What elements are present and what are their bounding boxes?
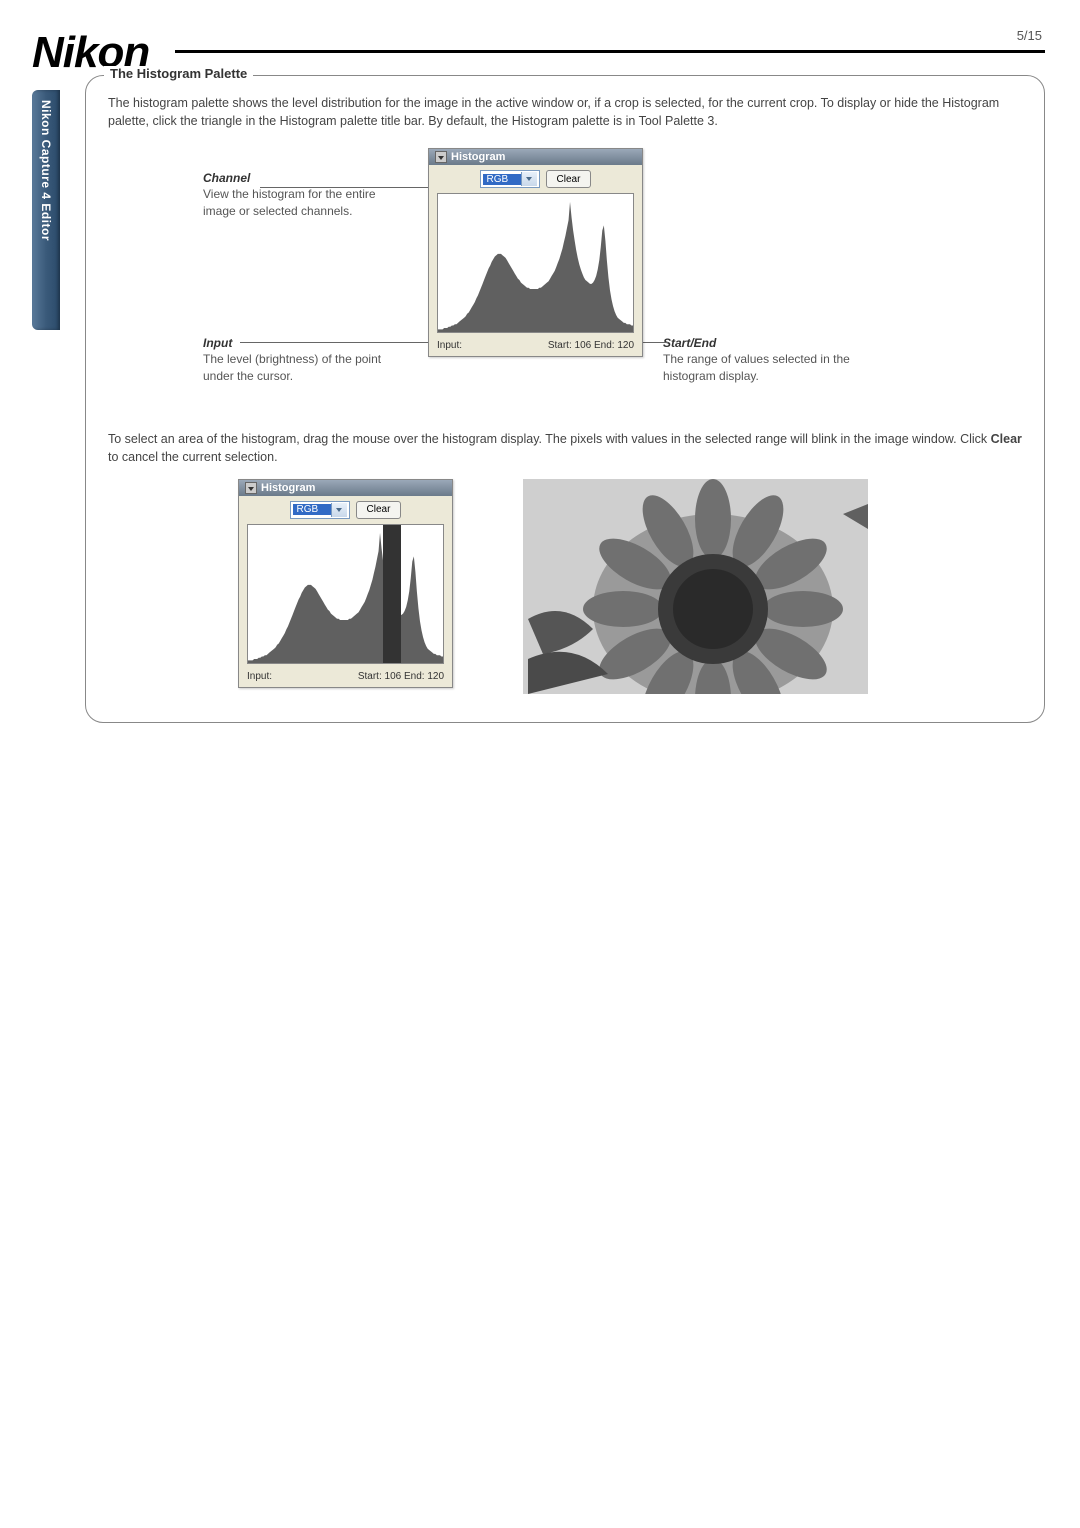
startend-label: Start/End The range of values selected i… (663, 335, 873, 384)
status-input: Input: (437, 340, 462, 351)
channel-select[interactable]: RGB (480, 170, 540, 188)
status-range-2: Start: 106 End: 120 (358, 671, 444, 682)
side-tab: Nikon Capture 4 Editor (32, 90, 60, 330)
status-input-2: Input: (247, 671, 272, 682)
header-rule (175, 50, 1045, 53)
histogram-palette-box: The Histogram Palette The histogram pale… (85, 75, 1045, 723)
status-range: Start: 106 End: 120 (548, 340, 634, 351)
histogram-canvas-2[interactable] (247, 524, 444, 664)
clear-button-2[interactable]: Clear (356, 501, 402, 519)
histogram-svg-1 (438, 194, 633, 332)
histogram-controls-2: RGB Clear (239, 496, 452, 522)
dropdown-arrow-icon[interactable] (521, 172, 537, 186)
sunflower-svg (523, 479, 868, 694)
channel-select-value-2: RGB (293, 504, 331, 515)
channel-select-value: RGB (483, 174, 521, 185)
histogram-window-2: Histogram RGB Clear Input: Start: 106 En… (238, 479, 453, 688)
histogram-status-2: Input: Start: 106 End: 120 (239, 668, 452, 687)
select-instruction: To select an area of the histogram, drag… (108, 430, 1022, 466)
input-callout-line (240, 342, 450, 343)
histogram-svg-2 (248, 525, 443, 663)
histogram-window-1: Histogram RGB Clear Input: Start: 106 En… (428, 148, 643, 357)
histogram-window-title: Histogram (451, 151, 505, 163)
dropdown-arrow-icon-2[interactable] (331, 503, 347, 517)
collapse-triangle-icon-2[interactable] (245, 482, 257, 494)
para2-lead: To select an area of the histogram, drag… (108, 432, 991, 446)
side-tab-label: Nikon Capture 4 Editor (39, 100, 53, 241)
channel-label-title: Channel (203, 170, 403, 186)
histogram-titlebar-2[interactable]: Histogram (239, 480, 452, 496)
startend-label-body: The range of values selected in the hist… (663, 352, 850, 382)
histogram-canvas-1[interactable] (437, 193, 634, 333)
input-label-title: Input (203, 335, 403, 351)
startend-label-title: Start/End (663, 335, 873, 351)
sample-image (523, 479, 868, 694)
histogram-status: Input: Start: 106 End: 120 (429, 337, 642, 356)
channel-label: Channel View the histogram for the entir… (203, 170, 403, 219)
histogram-titlebar[interactable]: Histogram (429, 149, 642, 165)
histogram-window-title-2: Histogram (261, 482, 315, 494)
channel-select-2[interactable]: RGB (290, 501, 350, 519)
input-label-body: The level (brightness) of the point unde… (203, 352, 381, 382)
intro-text: The histogram palette shows the level di… (108, 94, 1022, 130)
para2-clear-bold: Clear (991, 432, 1022, 446)
page-number: 5/15 (1017, 28, 1042, 43)
annotated-diagram: Channel View the histogram for the entir… (108, 140, 1022, 400)
collapse-triangle-icon[interactable] (435, 151, 447, 163)
histogram-selection-band (383, 525, 401, 663)
box-title: The Histogram Palette (104, 66, 253, 81)
channel-label-body: View the histogram for the entire image … (203, 187, 376, 217)
example-row: Histogram RGB Clear Input: Start: 106 En… (238, 479, 1022, 694)
histogram-controls: RGB Clear (429, 165, 642, 191)
para2-tail: to cancel the current selection. (108, 450, 278, 464)
clear-button[interactable]: Clear (546, 170, 592, 188)
